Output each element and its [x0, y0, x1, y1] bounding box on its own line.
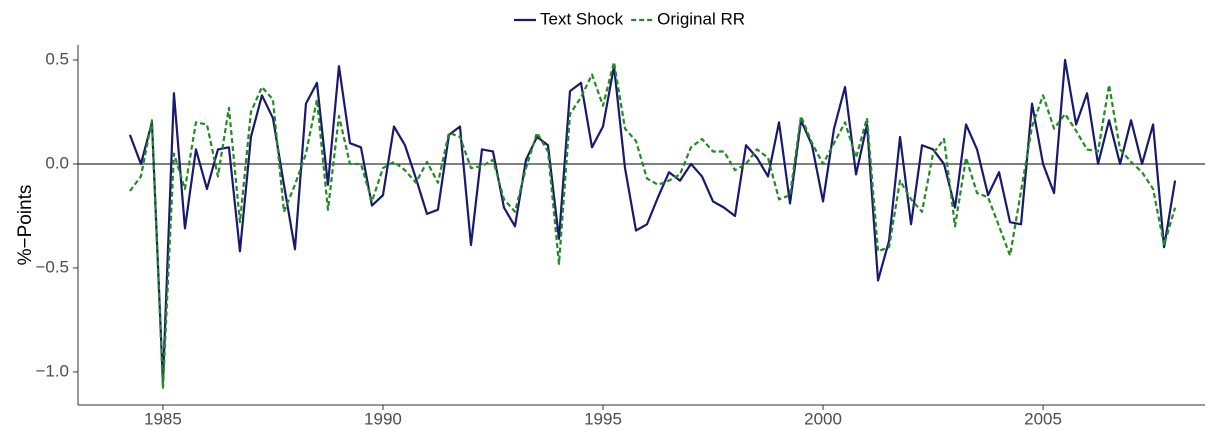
x-tick-label: 2005 [1024, 409, 1062, 428]
y-axis-label: %−Points [15, 185, 36, 266]
y-tick-label: −0.5 [35, 257, 69, 276]
x-tick-label: 2000 [804, 409, 842, 428]
series-line [129, 60, 1177, 390]
y-tick-label: −1.0 [35, 361, 69, 380]
x-tick-label: 1990 [364, 409, 402, 428]
y-tick-label: 0.0 [45, 153, 69, 172]
x-tick-label: 1985 [144, 409, 182, 428]
series-line [128, 58, 1177, 384]
legend-label: Original RR [657, 9, 745, 28]
y-tick-label: 0.5 [45, 49, 69, 68]
legend-label: Text Shock [540, 9, 624, 28]
x-tick-label: 1995 [584, 409, 622, 428]
